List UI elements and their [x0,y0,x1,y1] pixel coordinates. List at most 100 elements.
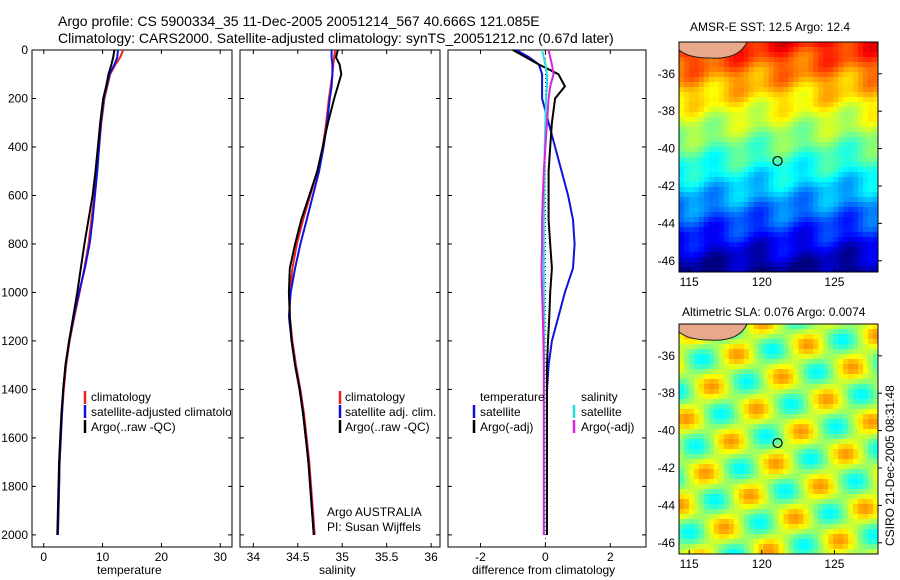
map-cell [838,329,844,335]
map-cell [738,87,745,93]
map-cell [808,334,814,340]
map-cell [768,369,774,375]
map-cell [838,514,844,520]
y-tick-label: 1200 [1,334,28,348]
map-cell [848,132,854,138]
map-cell [813,324,819,330]
map-cell [768,494,774,500]
map-cell [748,72,755,78]
map-cell [718,544,725,550]
map-cell [778,182,784,188]
map-cell [713,162,720,168]
map-cell [768,354,774,360]
map-cell [868,334,874,340]
map-cell [813,142,819,148]
map-cell [828,514,834,520]
map-cell [693,444,700,450]
map-cell [679,364,685,370]
map-cell [768,509,774,515]
map-cell [838,107,844,113]
map-cell [738,147,745,153]
map-cell [818,172,824,178]
map-cell [828,242,834,248]
map-cell [768,499,774,505]
map-cell [823,247,829,253]
map-cell [868,202,874,208]
map-cell [703,167,710,173]
map-cell [868,364,874,370]
map-cell [793,324,799,330]
map-cell [773,339,779,345]
map-cell [728,232,735,238]
map-cell [728,187,735,193]
map-cell [748,344,755,350]
map-cell [743,399,750,405]
map-cell [683,424,690,430]
map-cell [723,227,730,233]
map-cell [818,329,824,335]
map-cell [853,394,859,400]
map-cell [753,479,760,485]
map-cell [858,469,864,475]
map-cell [798,72,804,78]
map-cell [733,469,740,475]
map-cell [868,157,874,163]
map-cell [843,207,849,213]
map-cell [753,534,760,540]
map-cell [793,172,799,178]
series-line-argo [287,49,343,535]
map-cell [788,217,794,223]
map-cell [783,182,789,188]
map-cell [718,434,725,440]
map-cell [753,359,760,365]
map-cell [679,172,685,178]
map-cell [853,92,859,98]
map-cell [873,227,878,233]
map-cell [723,222,730,228]
map-cell [688,182,695,188]
map-cell [858,262,864,268]
map-cell [838,389,844,395]
map-cell [778,72,784,78]
map-cell [843,227,849,233]
map-cell [688,489,695,495]
map-cell [733,409,740,415]
map-cell [728,152,735,158]
map-cell [698,257,705,263]
map-cell [798,157,804,163]
map-cell [743,414,750,420]
map-cell [833,534,839,540]
map-cell [743,489,750,495]
map-cell [813,479,819,485]
map-cell [813,534,819,540]
map-cell [753,182,760,188]
map-cell [833,47,839,53]
map-cell [793,157,799,163]
map-cell [818,524,824,530]
map-cell [733,334,740,340]
map-cell [853,364,859,370]
map-cell [788,509,794,515]
map-cell [803,404,809,410]
map-cell [808,217,814,223]
map-cell [803,202,809,208]
map-cell [763,192,769,198]
map-cell [723,117,730,123]
map-cell [733,207,740,213]
map-cell [708,237,715,243]
map-cell [778,379,784,385]
map-cell [808,494,814,500]
map-cell [853,42,859,48]
map-cell [868,177,874,183]
map-cell [778,534,784,540]
map-cell [708,132,715,138]
map-cell [758,354,764,360]
map-cell [803,132,809,138]
map-cell [718,514,725,520]
map-cell [868,102,874,108]
map-cell [868,92,874,98]
map-cell [828,504,834,510]
map-cell [813,102,819,108]
map-cell [803,484,809,490]
map-cell [818,142,824,148]
